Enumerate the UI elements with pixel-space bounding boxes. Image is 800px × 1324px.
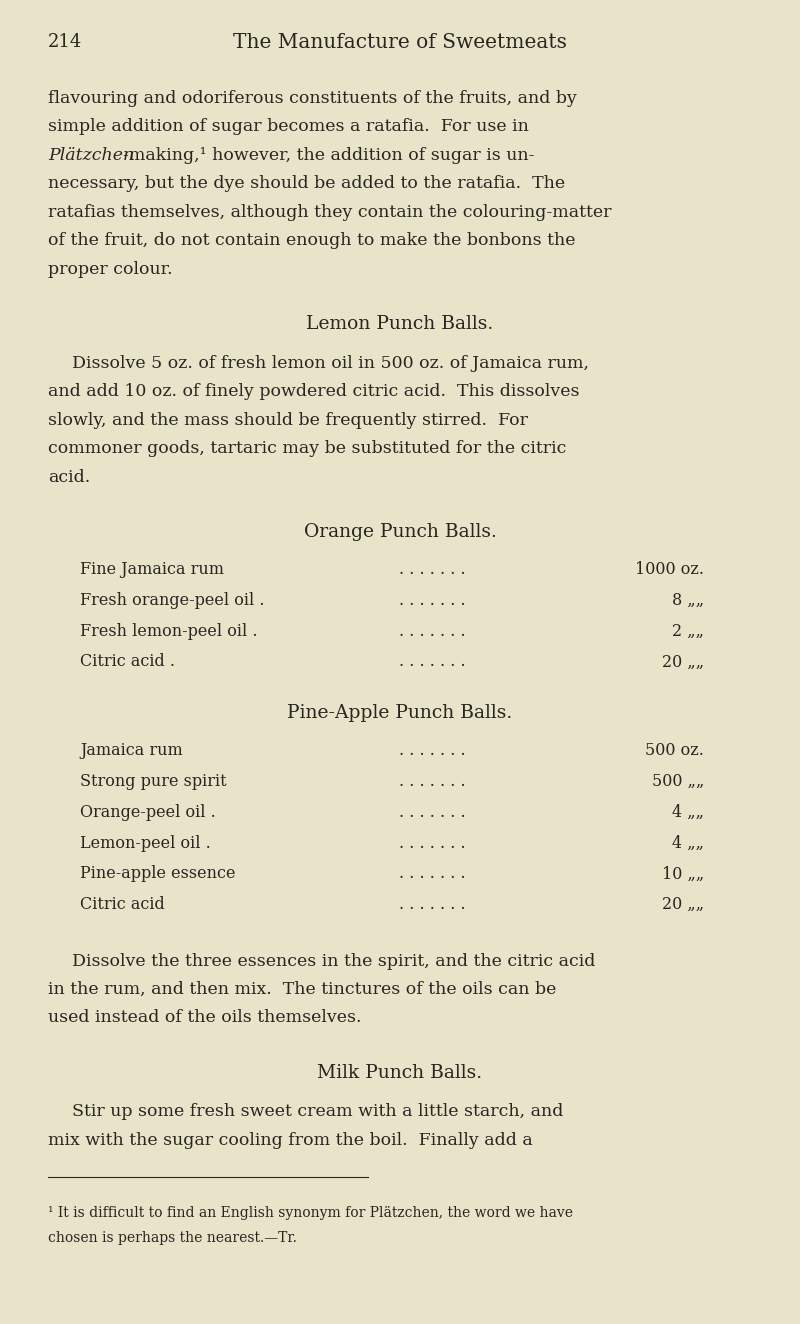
Text: Lemon Punch Balls.: Lemon Punch Balls.	[306, 315, 494, 332]
Text: . . . . . . .: . . . . . . .	[398, 592, 466, 609]
Text: Stir up some fresh sweet cream with a little starch, and: Stir up some fresh sweet cream with a li…	[72, 1103, 563, 1120]
Text: ratafias themselves, although they contain the colouring-matter: ratafias themselves, although they conta…	[48, 204, 611, 221]
Text: 2 „„: 2 „„	[672, 622, 704, 639]
Text: . . . . . . .: . . . . . . .	[398, 561, 466, 579]
Text: . . . . . . .: . . . . . . .	[398, 804, 466, 821]
Text: slowly, and the mass should be frequently stirred.  For: slowly, and the mass should be frequentl…	[48, 412, 528, 429]
Text: 10 „„: 10 „„	[662, 866, 704, 882]
Text: acid.: acid.	[48, 469, 90, 486]
Text: -making,¹ however, the addition of sugar is un-: -making,¹ however, the addition of sugar…	[123, 147, 534, 164]
Text: 20 „„: 20 „„	[662, 896, 704, 914]
Text: simple addition of sugar becomes a ratafia.  For use in: simple addition of sugar becomes a rataf…	[48, 119, 529, 135]
Text: The Manufacture of Sweetmeats: The Manufacture of Sweetmeats	[233, 33, 567, 52]
Text: used instead of the oils themselves.: used instead of the oils themselves.	[48, 1009, 362, 1026]
Text: . . . . . . .: . . . . . . .	[398, 896, 466, 914]
Text: 20 „„: 20 „„	[662, 653, 704, 670]
Text: Lemon-peel oil .: Lemon-peel oil .	[80, 834, 210, 851]
Text: . . . . . . .: . . . . . . .	[398, 622, 466, 639]
Text: chosen is perhaps the nearest.—Tr.: chosen is perhaps the nearest.—Tr.	[48, 1231, 297, 1245]
Text: 214: 214	[48, 33, 82, 52]
Text: Dissolve 5 oz. of fresh lemon oil in 500 oz. of Jamaica rum,: Dissolve 5 oz. of fresh lemon oil in 500…	[72, 355, 589, 372]
Text: Orange-peel oil .: Orange-peel oil .	[80, 804, 216, 821]
Text: Strong pure spirit: Strong pure spirit	[80, 773, 226, 790]
Text: necessary, but the dye should be added to the ratafia.  The: necessary, but the dye should be added t…	[48, 175, 565, 192]
Text: Pine-apple essence: Pine-apple essence	[80, 866, 235, 882]
Text: Orange Punch Balls.: Orange Punch Balls.	[303, 523, 497, 540]
Text: Fresh orange-peel oil .: Fresh orange-peel oil .	[80, 592, 265, 609]
Text: flavouring and odoriferous constituents of the fruits, and by: flavouring and odoriferous constituents …	[48, 90, 577, 107]
Text: . . . . . . .: . . . . . . .	[398, 834, 466, 851]
Text: 8 „„: 8 „„	[672, 592, 704, 609]
Text: mix with the sugar cooling from the boil.  Finally add a: mix with the sugar cooling from the boil…	[48, 1132, 533, 1149]
Text: Pine-Apple Punch Balls.: Pine-Apple Punch Balls.	[287, 704, 513, 722]
Text: 500 oz.: 500 oz.	[645, 743, 704, 760]
Text: commoner goods, tartaric may be substituted for the citric: commoner goods, tartaric may be substitu…	[48, 440, 566, 457]
Text: and add 10 oz. of finely powdered citric acid.  This dissolves: and add 10 oz. of finely powdered citric…	[48, 383, 579, 400]
Text: in the rum, and then mix.  The tinctures of the oils can be: in the rum, and then mix. The tinctures …	[48, 981, 556, 998]
Text: . . . . . . .: . . . . . . .	[398, 866, 466, 882]
Text: . . . . . . .: . . . . . . .	[398, 773, 466, 790]
Text: 500 „„: 500 „„	[652, 773, 704, 790]
Text: Fine Jamaica rum: Fine Jamaica rum	[80, 561, 224, 579]
Text: 1000 oz.: 1000 oz.	[635, 561, 704, 579]
Text: proper colour.: proper colour.	[48, 261, 173, 278]
Text: Citric acid .: Citric acid .	[80, 653, 175, 670]
Text: 4 „„: 4 „„	[672, 834, 704, 851]
Text: of the fruit, do not contain enough to make the bonbons the: of the fruit, do not contain enough to m…	[48, 232, 575, 249]
Text: . . . . . . .: . . . . . . .	[398, 743, 466, 760]
Text: ¹ It is difficult to find an English synonym for Plätzchen, the word we have: ¹ It is difficult to find an English syn…	[48, 1206, 573, 1219]
Text: Dissolve the three essences in the spirit, and the citric acid: Dissolve the three essences in the spiri…	[72, 952, 595, 969]
Text: 4 „„: 4 „„	[672, 804, 704, 821]
Text: Jamaica rum: Jamaica rum	[80, 743, 182, 760]
Text: . . . . . . .: . . . . . . .	[398, 653, 466, 670]
Text: Citric acid: Citric acid	[80, 896, 165, 914]
Text: Plätzchen: Plätzchen	[48, 147, 134, 164]
Text: Fresh lemon-peel oil .: Fresh lemon-peel oil .	[80, 622, 258, 639]
Text: Milk Punch Balls.: Milk Punch Balls.	[318, 1063, 482, 1082]
